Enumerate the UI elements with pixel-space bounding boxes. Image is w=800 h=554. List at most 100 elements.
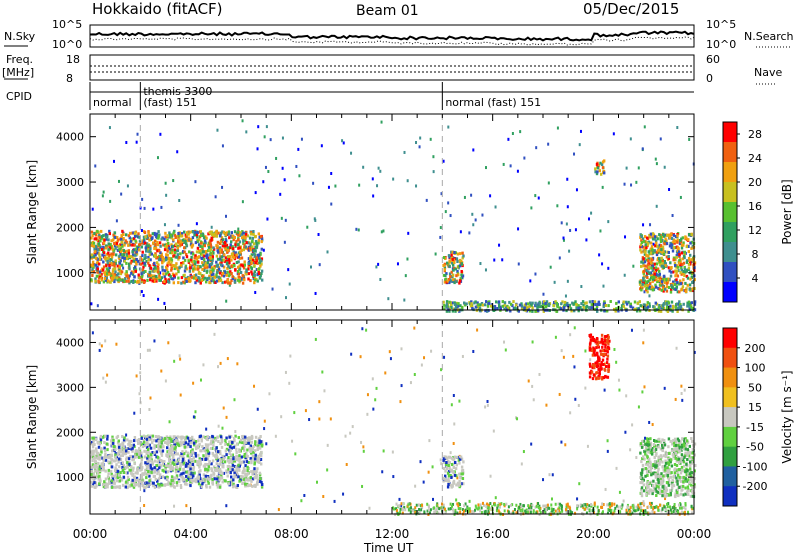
echo-cell bbox=[158, 463, 161, 467]
echo-cell bbox=[667, 457, 670, 461]
echo-cell bbox=[207, 451, 210, 455]
echo-cell bbox=[560, 302, 563, 306]
echo-cell bbox=[640, 260, 643, 264]
echo-cell bbox=[175, 481, 179, 485]
echo-cell bbox=[133, 253, 137, 257]
echo-cell bbox=[219, 263, 223, 267]
echo-cell bbox=[658, 272, 661, 276]
echo-cell bbox=[157, 482, 160, 486]
echo-cell bbox=[678, 486, 681, 489]
echo-cell bbox=[114, 453, 117, 457]
echo-cell bbox=[198, 473, 201, 477]
echo-cell bbox=[195, 222, 198, 226]
echo-cell bbox=[233, 280, 237, 284]
echo-cell bbox=[119, 249, 123, 253]
echo-cell bbox=[651, 447, 654, 450]
echo-cell bbox=[463, 195, 466, 199]
echo-cell bbox=[162, 445, 165, 449]
echo-cell bbox=[210, 273, 214, 277]
echo-cell bbox=[172, 264, 175, 267]
echo-cell bbox=[98, 262, 101, 266]
echo-cell bbox=[224, 442, 227, 446]
echo-cell bbox=[288, 282, 291, 286]
echo-cell bbox=[109, 469, 113, 473]
echo-cell bbox=[200, 279, 203, 282]
echo-cell bbox=[208, 265, 211, 269]
echo-cell bbox=[560, 349, 563, 353]
echo-cell bbox=[449, 214, 452, 218]
echo-cell bbox=[254, 245, 258, 249]
echo-cell bbox=[455, 274, 458, 278]
echo-cell bbox=[137, 442, 140, 445]
echo-cell bbox=[198, 238, 201, 242]
echo-cell bbox=[165, 475, 169, 479]
echo-cell bbox=[194, 276, 198, 280]
echo-cell bbox=[249, 255, 252, 259]
echo-cell bbox=[91, 274, 94, 277]
echo-cell bbox=[686, 301, 689, 305]
echo-cell bbox=[229, 449, 232, 452]
echo-cell bbox=[481, 213, 484, 217]
echo-cell bbox=[93, 481, 96, 485]
echo-cell bbox=[644, 462, 648, 466]
echo-cell bbox=[206, 457, 209, 461]
echo-cell bbox=[95, 237, 98, 241]
echo-cell bbox=[118, 269, 121, 273]
echo-cell bbox=[252, 242, 256, 246]
echo-cell bbox=[517, 227, 520, 231]
echo-cell bbox=[653, 237, 656, 241]
echo-cell bbox=[145, 476, 148, 480]
echo-cell bbox=[131, 478, 134, 482]
echo-cell bbox=[283, 240, 286, 244]
echo-cell bbox=[176, 150, 179, 154]
echo-cell bbox=[220, 250, 224, 254]
echo-cell bbox=[124, 471, 128, 475]
echo-cell bbox=[259, 442, 263, 446]
echo-cell bbox=[151, 462, 155, 466]
echo-cell bbox=[450, 484, 453, 488]
echo-cell bbox=[166, 249, 169, 253]
echo-cell bbox=[678, 259, 681, 262]
echo-cell bbox=[166, 253, 169, 257]
echo-cell bbox=[562, 236, 565, 240]
echo-cell bbox=[251, 456, 255, 460]
echo-cell bbox=[252, 232, 255, 236]
echo-cell bbox=[693, 350, 696, 354]
echo-cell bbox=[235, 467, 239, 471]
echo-cell bbox=[145, 463, 149, 466]
echo-cell bbox=[643, 267, 647, 271]
echo-cell bbox=[93, 255, 96, 259]
echo-cell bbox=[269, 138, 272, 142]
echo-cell bbox=[489, 304, 493, 308]
echo-cell bbox=[183, 273, 186, 277]
echo-cell bbox=[187, 464, 190, 468]
echo-cell bbox=[140, 482, 143, 486]
echo-cell bbox=[225, 436, 228, 440]
echo-cell bbox=[134, 239, 137, 243]
echo-cell bbox=[97, 242, 100, 246]
echo-cell bbox=[249, 457, 252, 461]
echo-cell bbox=[148, 238, 151, 242]
echo-cell bbox=[669, 266, 672, 270]
echo-cell bbox=[258, 436, 261, 440]
echo-cell bbox=[92, 473, 95, 477]
echo-cell bbox=[655, 494, 658, 497]
echo-cell bbox=[241, 264, 244, 268]
echo-cell bbox=[669, 307, 672, 311]
echo-cell bbox=[690, 258, 693, 262]
echo-cell bbox=[107, 256, 110, 260]
echo-cell bbox=[453, 266, 456, 270]
echo-cell bbox=[203, 244, 206, 248]
echo-cell bbox=[156, 243, 160, 247]
echo-cell bbox=[134, 471, 137, 475]
echo-cell bbox=[667, 233, 671, 237]
echo-cell bbox=[216, 466, 219, 470]
echo-cell bbox=[195, 233, 198, 237]
echo-cell bbox=[643, 385, 646, 389]
echo-cell bbox=[160, 475, 163, 479]
echo-cell bbox=[247, 461, 250, 464]
echo-cell bbox=[375, 265, 378, 269]
echo-cell bbox=[119, 454, 122, 458]
echo-cell bbox=[105, 267, 109, 271]
echo-cell bbox=[208, 240, 212, 244]
